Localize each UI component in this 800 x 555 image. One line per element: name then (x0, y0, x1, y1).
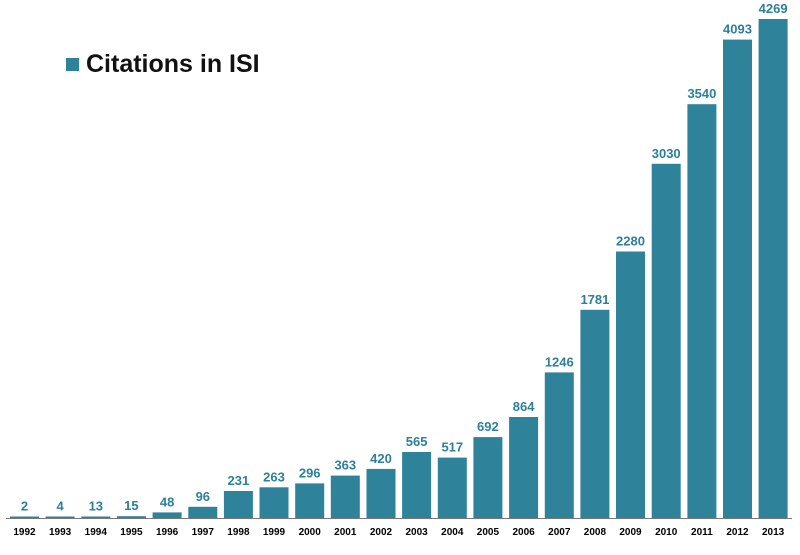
bar-2012 (723, 39, 752, 518)
bar-1996 (152, 512, 182, 518)
value-label-2004: 517 (441, 440, 463, 455)
value-label-1994: 13 (89, 499, 103, 514)
x-tick-label-1997: 1997 (192, 527, 215, 538)
x-tick-label-2004: 2004 (441, 527, 464, 538)
bar-2001 (330, 475, 360, 518)
x-tick-label-2011: 2011 (691, 527, 713, 538)
x-tick-labels-group: 1992 1993 1994 1995 1996 1997 1998 1999 2000 2001… (13, 527, 784, 538)
value-label-2009: 2280 (616, 234, 645, 249)
bar-2005 (473, 437, 503, 518)
value-label-1996: 48 (160, 494, 174, 509)
value-labels-group: 2 4 13 15 48 96 231 263 296 363 420 565 517 692 864 124… (21, 1, 788, 514)
x-tick-label-2007: 2007 (548, 527, 571, 538)
value-label-2007: 1246 (545, 354, 574, 369)
bar-1994 (81, 516, 111, 518)
x-tick-label-2012: 2012 (726, 527, 749, 538)
value-label-1993: 4 (56, 499, 64, 514)
value-label-2012: 4093 (723, 22, 752, 37)
bar-2007 (544, 372, 574, 518)
bar-1997 (188, 506, 218, 518)
bar-1993 (45, 516, 75, 518)
bars-group (10, 19, 788, 519)
bar-1992 (10, 516, 39, 518)
x-tick-label-1996: 1996 (156, 527, 179, 538)
bar-1995 (116, 516, 146, 518)
x-tick-label-1998: 1998 (227, 527, 250, 538)
x-tick-label-2013: 2013 (762, 527, 785, 538)
x-tick-label-1993: 1993 (49, 527, 72, 538)
value-label-2001: 363 (334, 458, 356, 473)
value-label-2002: 420 (370, 451, 392, 466)
x-tick-label-1994: 1994 (85, 527, 108, 538)
x-tick-label-1992: 1992 (13, 527, 36, 538)
bar-2013 (758, 19, 788, 518)
x-tick-label-2008: 2008 (584, 527, 607, 538)
legend-swatch (66, 58, 79, 71)
value-label-2006: 864 (513, 399, 535, 414)
bar-2003 (402, 452, 432, 518)
value-label-2008: 1781 (580, 292, 609, 307)
value-label-1992: 2 (21, 499, 28, 514)
bar-2008 (580, 309, 610, 518)
value-label-1995: 15 (124, 498, 138, 513)
value-label-1999: 263 (263, 469, 285, 484)
x-tick-label-2010: 2010 (655, 527, 678, 538)
x-tick-label-2006: 2006 (512, 527, 535, 538)
x-tick-label-2009: 2009 (619, 527, 642, 538)
x-tick-label-1995: 1995 (120, 527, 143, 538)
bar-2002 (366, 468, 396, 518)
bar-2009 (616, 251, 645, 518)
value-label-2010: 3030 (652, 146, 681, 161)
value-label-2000: 296 (299, 465, 321, 480)
legend-label: Citations in ISI (86, 50, 260, 78)
legend: Citations in ISI (66, 50, 260, 79)
x-tick-label-2002: 2002 (370, 527, 393, 538)
bar-2011 (687, 104, 717, 518)
value-label-1998: 231 (228, 473, 250, 488)
value-label-2003: 565 (406, 434, 428, 449)
x-tick-label-2000: 2000 (299, 527, 322, 538)
bar-2006 (509, 417, 539, 518)
value-label-1997: 96 (196, 489, 210, 504)
value-label-2005: 692 (477, 419, 499, 434)
bar-1998 (223, 491, 253, 518)
value-label-2011: 3540 (687, 86, 716, 101)
x-tick-label-1999: 1999 (263, 527, 286, 538)
x-tick-label-2003: 2003 (405, 527, 428, 538)
value-label-2013: 4269 (759, 1, 788, 16)
bar-2000 (295, 483, 325, 518)
bar-2010 (651, 163, 681, 519)
bar-1999 (259, 487, 289, 518)
x-tick-label-2001: 2001 (334, 527, 357, 538)
x-tick-label-2005: 2005 (477, 527, 500, 538)
bar-2004 (437, 457, 467, 518)
